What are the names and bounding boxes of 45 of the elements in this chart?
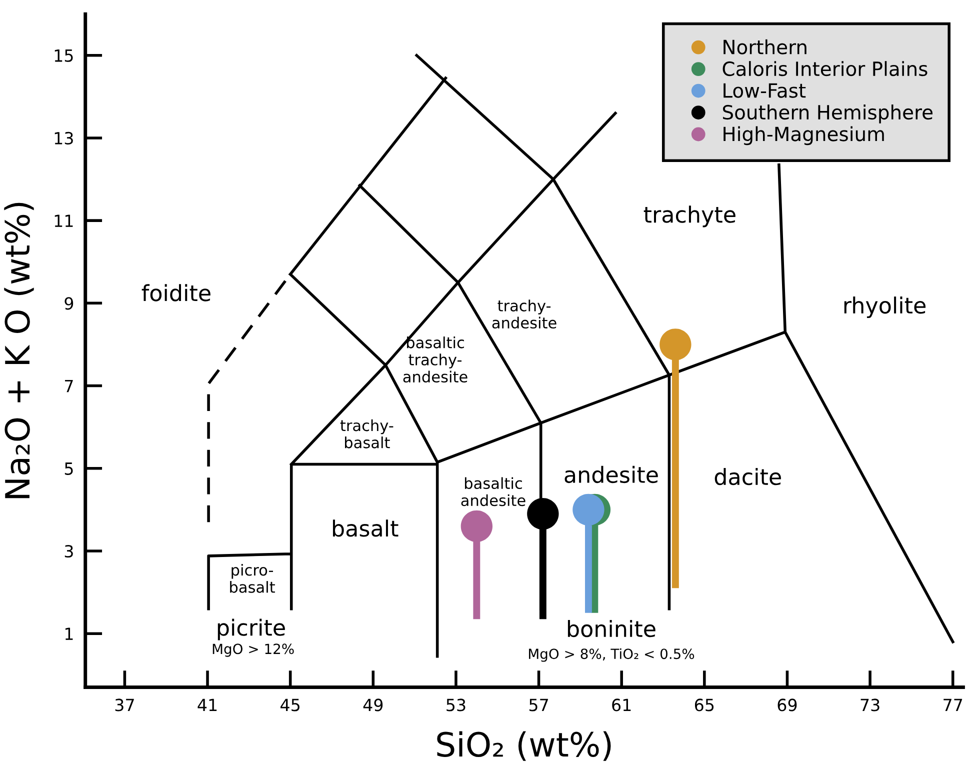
x-tick-label: 41 [198,698,217,712]
x-tick-label: 45 [280,698,300,712]
x-tick-label: 37 [115,698,134,712]
y-tick-label: 3 [64,544,73,558]
y-tick-label: 1 [65,628,73,640]
annotation: basalt [332,520,398,537]
x-tick-label: 49 [363,698,383,712]
x-tick-label: 65 [694,698,714,712]
annotation: MgO > 12% [212,644,294,657]
annotation: picro- basalt [230,564,275,593]
x-tick-label: 69 [778,698,797,712]
annotation: dacite [714,468,781,486]
x-tick-label: 57 [529,698,548,712]
y-tick-label: 9 [64,297,74,310]
annotation: trachy- andesite [492,300,556,329]
x-tick-label: 53 [446,698,466,712]
y-tick-label: 11 [54,214,73,227]
point [572,494,604,526]
x-tick-label: 61 [612,698,631,712]
legend-label: Low-Fast [724,83,806,98]
annotation: picrite [218,618,285,640]
annotation: foidite [142,284,210,302]
point [460,510,492,542]
legend-label: Caloris Interior Plains [722,61,928,76]
x-tick-label: 73 [860,698,880,712]
annotation: basaltic andesite [461,477,526,506]
y-tick-label: 13 [54,132,73,145]
legend-label: High-Magnesium [724,126,884,146]
x-tick-label: 77 [944,698,962,712]
y-axis-title: Na₂O + K O (wt%) [4,202,34,498]
y-tick-label: 5 [64,462,73,475]
annotation: basaltic trachy- andesite [403,336,468,383]
y-tick-label: 7 [65,380,73,392]
point [527,498,559,530]
annotation: trachy- basalt [340,419,394,448]
annotation: rhyolite [844,296,926,318]
annotation: andesite [564,466,658,484]
annotation: boninite [568,620,656,638]
annotation: MgO > 8%, TiO₂ < 0.5% [528,648,694,662]
x-axis-title: SiO₂ (wt%) [437,731,611,761]
annotation: trachyte [644,206,736,228]
y-tick-label: 15 [54,50,73,62]
legend-label: Southern Hemisphere [722,104,933,124]
point [660,328,692,360]
legend-label: Northern [724,39,806,54]
